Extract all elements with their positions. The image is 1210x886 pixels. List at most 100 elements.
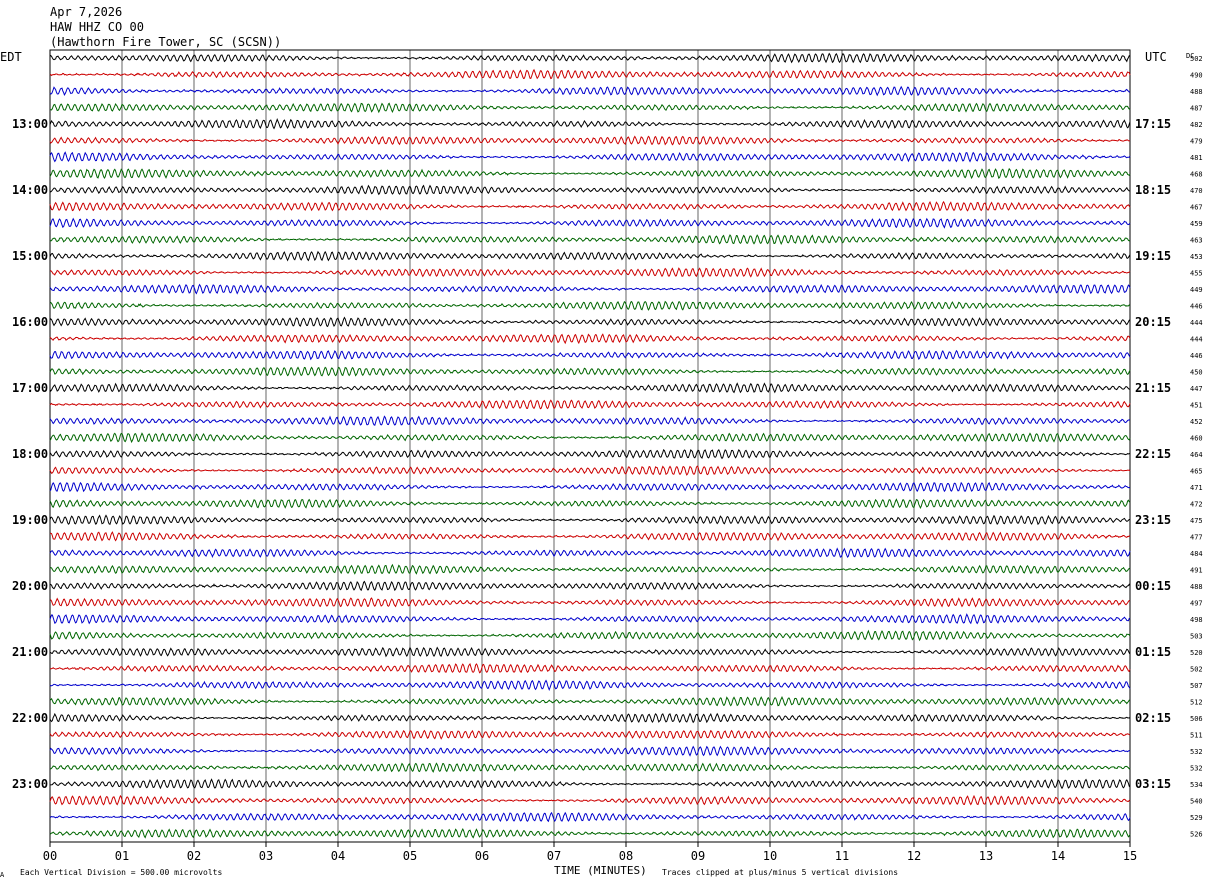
edt-hour-label: 14:00 [12, 183, 48, 197]
dc-offset-label: 491 [1190, 567, 1203, 575]
x-tick-label: 08 [619, 849, 633, 863]
trace-47 [49, 811, 1131, 823]
dc-offset-label: 503 [1190, 633, 1203, 641]
dc-offset-label: 481 [1190, 154, 1203, 162]
dc-offset-label: 467 [1190, 204, 1203, 212]
dc-offset-label: 520 [1190, 649, 1203, 657]
dc-offset-label: 444 [1190, 319, 1203, 327]
dc-offset-label: 534 [1190, 781, 1203, 789]
dc-offset-label: 450 [1190, 369, 1203, 377]
trace-35 [49, 613, 1131, 625]
utc-hour-labels: 17:15 18:15 19:15 20:15 21:15 22:15 23:15 00:15… [1135, 117, 1171, 791]
dc-label: DC [1186, 52, 1194, 60]
edt-hour-label: 22:00 [12, 711, 48, 725]
trace-21 [49, 382, 1131, 394]
right-timezone-label: UTC [1145, 50, 1167, 64]
trace-15 [49, 283, 1131, 295]
trace-5 [49, 118, 1131, 130]
scale-marker: A [0, 871, 5, 879]
x-tick-label: 12 [907, 849, 921, 863]
utc-hour-label: 23:15 [1135, 513, 1171, 527]
x-tick-label: 06 [475, 849, 489, 863]
trace-20 [49, 366, 1131, 377]
trace-33 [49, 580, 1131, 592]
header-station: HAW HHZ CO 00 [50, 20, 144, 34]
dc-offset-label: 512 [1190, 699, 1203, 707]
dc-offset-label: 506 [1190, 715, 1203, 723]
utc-hour-label: 22:15 [1135, 447, 1171, 461]
trace-39 [49, 679, 1131, 691]
utc-hour-label: 18:15 [1135, 183, 1171, 197]
dc-offset-labels: 502 490 488 487 482 479 481 468 470 467 459 463 453 4… [1190, 55, 1203, 839]
x-tick-label: 03 [259, 849, 273, 863]
trace-17 [49, 316, 1131, 328]
trace-26 [49, 465, 1131, 476]
trace-40 [49, 696, 1131, 707]
edt-hour-label: 18:00 [12, 447, 48, 461]
trace-27 [49, 481, 1131, 493]
dc-offset-label: 511 [1190, 732, 1203, 740]
x-axis-label: TIME (MINUTES) [554, 864, 647, 877]
dc-offset-label: 468 [1190, 171, 1203, 179]
utc-hour-label: 19:15 [1135, 249, 1171, 263]
dc-offset-label: 463 [1190, 237, 1203, 245]
x-tick-label: 10 [763, 849, 777, 863]
trace-23 [49, 415, 1131, 426]
x-tick-label: 14 [1051, 849, 1065, 863]
trace-22 [49, 399, 1131, 410]
header-block: Apr 7,2026 HAW HHZ CO 00 (Hawthorn Fire … [50, 5, 281, 49]
edt-hour-label: 23:00 [12, 777, 48, 791]
left-timezone-label: EDT [0, 50, 22, 64]
trace-30 [49, 531, 1131, 542]
edt-hour-label: 13:00 [12, 117, 48, 131]
trace-29 [49, 514, 1131, 526]
utc-hour-label: 20:15 [1135, 315, 1171, 329]
dc-offset-label: 453 [1190, 253, 1203, 261]
dc-offset-label: 451 [1190, 402, 1203, 410]
x-tick-label: 15 [1123, 849, 1137, 863]
trace-31 [49, 547, 1131, 559]
dc-offset-label: 471 [1190, 484, 1203, 492]
dc-offset-label: 488 [1190, 583, 1203, 591]
dc-offset-label: 455 [1190, 270, 1203, 278]
trace-18 [49, 333, 1131, 345]
x-tick-label: 01 [115, 849, 129, 863]
dc-offset-label: 490 [1190, 72, 1203, 80]
trace-4 [49, 102, 1131, 114]
dc-offset-label: 460 [1190, 435, 1203, 443]
dc-offset-label: 507 [1190, 682, 1203, 690]
dc-offset-label: 465 [1190, 468, 1203, 476]
x-tick-label: 11 [835, 849, 849, 863]
dc-offset-label: 526 [1190, 831, 1203, 839]
edt-hour-label: 15:00 [12, 249, 48, 263]
time-grid [49, 49, 1131, 847]
edt-hour-label: 19:00 [12, 513, 48, 527]
trace-12 [49, 234, 1131, 246]
x-tick-label: 07 [547, 849, 561, 863]
dc-offset-label: 497 [1190, 600, 1203, 608]
trace-19 [49, 349, 1131, 361]
dc-offset-label: 459 [1190, 220, 1203, 228]
x-tick-label: 05 [403, 849, 417, 863]
trace-44 [49, 762, 1131, 773]
x-tick-label: 00 [43, 849, 57, 863]
trace-45 [49, 778, 1131, 790]
dc-offset-label: 502 [1190, 55, 1203, 63]
trace-24 [49, 432, 1131, 444]
clip-note: Traces clipped at plus/minus 5 vertical … [662, 868, 898, 877]
dc-offset-label: 540 [1190, 798, 1203, 806]
trace-42 [49, 729, 1131, 740]
header-location: (Hawthorn Fire Tower, SC (SCSN)) [50, 35, 281, 49]
x-tick-labels: 00 01 02 03 04 05 06 07 08 09 10 11 12 13 14 15 [43, 849, 1137, 863]
trace-11 [49, 217, 1131, 229]
trace-43 [49, 745, 1131, 757]
dc-offset-label: 464 [1190, 451, 1203, 459]
dc-offset-label: 482 [1190, 121, 1203, 129]
dc-offset-label: 488 [1190, 88, 1203, 96]
utc-hour-label: 03:15 [1135, 777, 1171, 791]
trace-1 [49, 52, 1131, 64]
x-tick-label: 04 [331, 849, 345, 863]
trace-46 [49, 794, 1131, 806]
